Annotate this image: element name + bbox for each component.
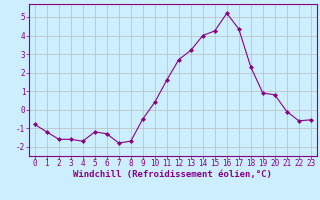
X-axis label: Windchill (Refroidissement éolien,°C): Windchill (Refroidissement éolien,°C) [73,170,272,179]
